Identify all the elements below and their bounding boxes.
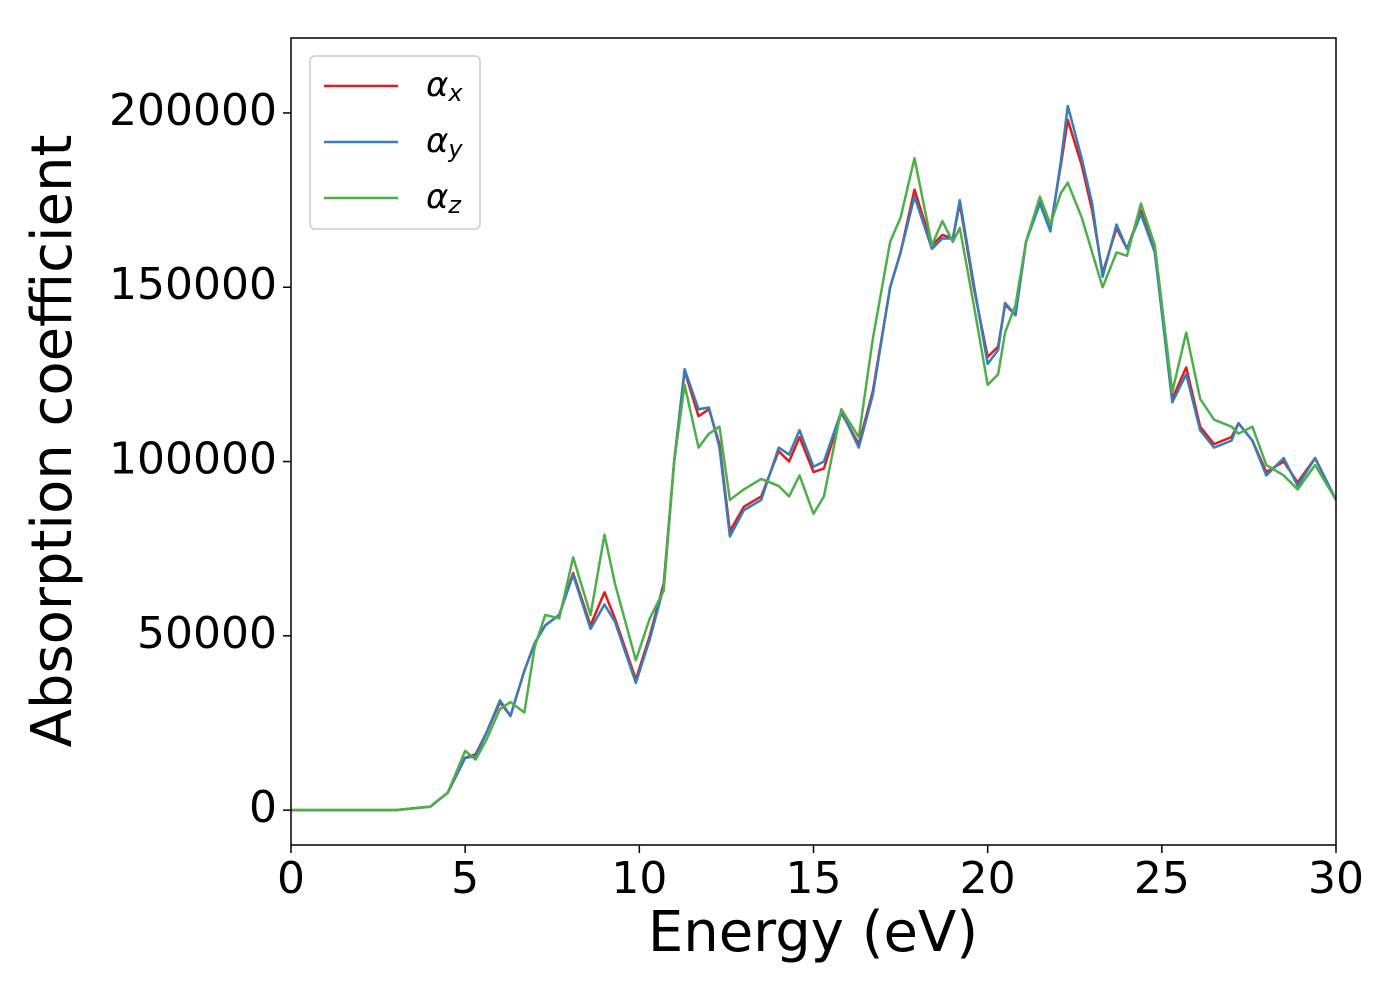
x-tick-label: 20 <box>960 853 1016 904</box>
x-tick-label: 25 <box>1134 853 1190 904</box>
x-tick-label: 10 <box>611 853 667 904</box>
y-tick-label: 150000 <box>109 259 277 310</box>
plot-frame <box>290 37 1337 846</box>
x-axis-label: Energy (eV) <box>648 900 978 965</box>
data-line <box>291 157 1336 812</box>
legend-label: αz <box>426 177 462 220</box>
y-tick-label: 50000 <box>137 608 277 659</box>
y-tick-label: 100000 <box>109 434 277 485</box>
x-tick-label: 15 <box>786 853 842 904</box>
y-tick-label: 0 <box>249 782 277 833</box>
y-axis-label: Absorption coefficient <box>20 135 85 748</box>
x-tick-label: 5 <box>451 853 479 904</box>
x-tick-label: 0 <box>277 853 305 904</box>
y-tick-label: 200000 <box>109 85 277 136</box>
legend-label: αx <box>426 65 463 108</box>
x-tick-label: 30 <box>1308 853 1364 904</box>
legend-label: αy <box>426 121 463 164</box>
